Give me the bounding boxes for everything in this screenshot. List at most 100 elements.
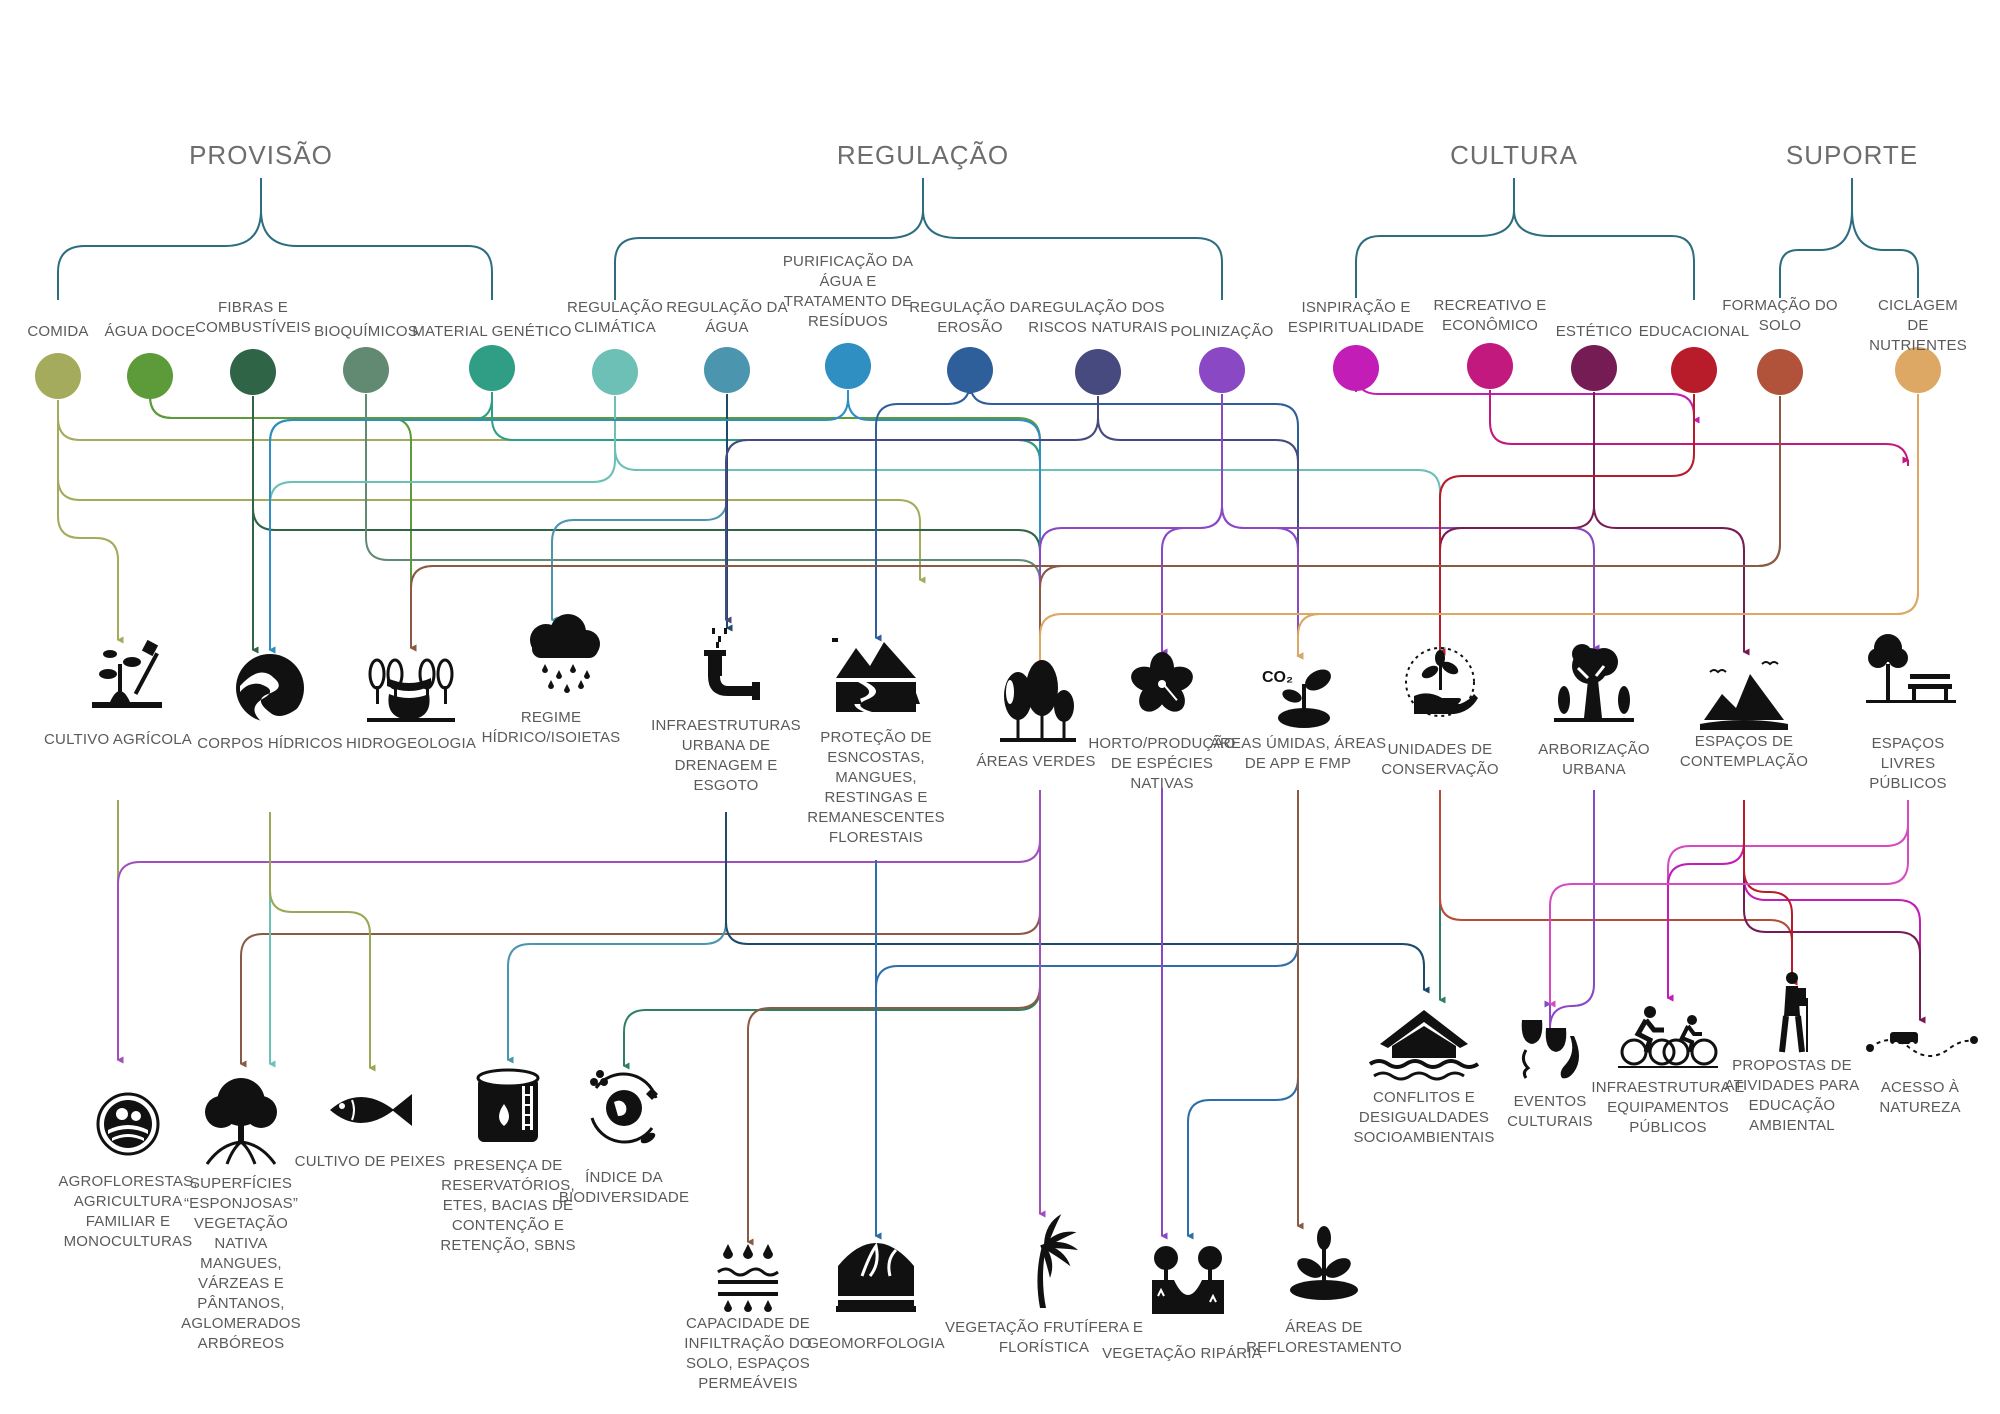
- bracket-regulacao: [614, 178, 1223, 300]
- connector-line: [874, 790, 1299, 1240]
- connector-line: [57, 400, 124, 644]
- connector-line: [1489, 390, 1910, 467]
- service-dot-comida: [35, 353, 81, 399]
- service-dot-polinizacao: [1199, 347, 1245, 393]
- service-dot-formacao_solo: [1757, 349, 1803, 395]
- service-dot-inspiracao: [1333, 345, 1379, 391]
- riparian-icon: [1152, 1246, 1224, 1314]
- service-dot-reg_erosao: [947, 347, 993, 393]
- farm-badge-icon: [96, 1092, 160, 1156]
- connector-line: [149, 395, 417, 652]
- service-label-educacional: EDUCACIONAL: [1638, 323, 1750, 340]
- connector-line: [1743, 800, 1798, 986]
- trees-icon: [1000, 660, 1076, 742]
- outcome-label-geomorfologia: GEOMORFOLOGIA: [807, 1335, 945, 1352]
- middle-label-horto: HORTO/PRODUÇÃO DE ESPÉCIES NATIVAS: [1088, 735, 1236, 792]
- category-regulacao: REGULAÇÃO: [836, 140, 1010, 170]
- connector-line: [1438, 394, 1695, 656]
- connector-line: [268, 392, 493, 654]
- mangrove-icon: [205, 1078, 277, 1165]
- bracket-suporte: [1779, 178, 1919, 298]
- outcome-label-reflorestamento: ÁREAS DE REFLORESTAMENTO: [1246, 1319, 1402, 1356]
- connector-line: [1221, 394, 1304, 660]
- drain-pipe-icon: [704, 628, 760, 700]
- outcome-label-peixes: CULTIVO DE PEIXES: [294, 1153, 446, 1170]
- cyclists-icon: [1618, 1006, 1718, 1068]
- bracket-cultura: [1355, 178, 1695, 300]
- service-dot-reg_riscos: [1075, 349, 1121, 395]
- service-dot-estetico: [1571, 345, 1617, 391]
- hand-plant-icon: [1405, 647, 1478, 717]
- outcome-label-biodiversidade: ÍNDICE DA BIODIVERSIDADE: [558, 1169, 690, 1206]
- connector-line: [1097, 396, 1304, 660]
- middle-label-contemplacao: ESPAÇOS DE CONTEMPLAÇÃO: [1679, 733, 1809, 770]
- connector-line: [239, 790, 1041, 1068]
- co2-plant-icon: CO₂: [1262, 669, 1331, 728]
- connector-line: [409, 396, 1781, 652]
- middle-label-corpos: CORPOS HÍDRICOS: [197, 735, 343, 752]
- service-label-fibras: FIBRAS E COMBUSTÍVEIS: [195, 299, 311, 336]
- outcome-label-superficies: SUPERFÍCIES “ESPONJOSAS” VEGETAÇÃO NATIV…: [181, 1175, 301, 1352]
- connector-line: [1221, 394, 1600, 652]
- middle-label-arborizacao: ARBORIZAÇÃO URBANA: [1538, 741, 1650, 778]
- outcome-label-infiltracao: CAPACIDADE DE INFILTRAÇÃO DO SOLO, ESPAÇ…: [684, 1315, 812, 1392]
- middle-label-cultivo: CULTIVO AGRÍCOLA: [44, 731, 192, 748]
- service-dot-recreativo: [1467, 343, 1513, 389]
- middle-label-protecao: PROTEÇÃO DE ESNCOSTAS, MANGUES, RESTINGA…: [807, 729, 945, 846]
- service-label-purificacao: PURIFICAÇÃO DA ÁGUA E TRATAMENTO DE RESÍ…: [782, 253, 914, 330]
- palm-tree-icon: [1037, 1214, 1078, 1308]
- rain-cloud-icon: [530, 614, 600, 693]
- flooded-house-icon: [1368, 1010, 1480, 1081]
- category-provisao: PROVISÃO: [189, 140, 333, 170]
- outcome-label-reservatorios: PRESENÇA DE RESERVATÓRIOS, ETES, BACIAS …: [440, 1157, 576, 1254]
- service-label-bioquimicos: BIOQUÍMICOS: [314, 323, 418, 340]
- connector-line: [1038, 394, 1919, 668]
- service-label-formacao-solo: FORMAÇÃO DO SOLO: [1722, 297, 1838, 334]
- connector-line: [1038, 394, 1223, 668]
- theater-music-icon: [1521, 1020, 1579, 1079]
- service-dot-educacional: [1671, 347, 1717, 393]
- co2-glyph: CO₂: [1262, 669, 1293, 686]
- city-tree-icon: [1554, 644, 1634, 722]
- connector-line: [268, 396, 616, 654]
- category-cultura: CULTURA: [1450, 140, 1578, 170]
- connector-line: [1038, 396, 1781, 668]
- connector-line: [57, 400, 926, 584]
- connector-line: [365, 394, 1046, 668]
- middle-label-livres: ESPAÇOS LIVRES PÚBLICOS: [1869, 735, 1947, 792]
- connector-line: [746, 790, 1041, 1246]
- service-dot-purificacao: [825, 343, 871, 389]
- middle-label-regime: REGIME HÍDRICO/ISOIETAS: [481, 709, 621, 746]
- hibiscus-icon: [1131, 652, 1193, 712]
- fish-icon: [330, 1094, 412, 1126]
- landscape-icon: [1700, 661, 1788, 730]
- connector-line: [1666, 800, 1745, 1002]
- connector-line: [116, 790, 1041, 1064]
- service-label-material-genetico: MATERIAL GENÉTICO: [412, 323, 572, 340]
- aquifer-icon: [367, 658, 455, 722]
- service-label-reg-agua: REGULAÇÃO DA ÁGUA: [666, 299, 788, 336]
- outcome-label-infra-publica: INFRAESTRUTURA E EQUIPAMENTOS PÚBLICOS: [1591, 1079, 1745, 1136]
- mountain-river-icon: [832, 638, 920, 712]
- category-suporte: SUPORTE: [1785, 140, 1919, 170]
- service-label-ciclagem: CICLAGEM DE NUTRIENTES: [1869, 297, 1967, 354]
- outcome-label-frutifera: VEGETAÇÃO FRUTÍFERA E FLORÍSTICA: [944, 1319, 1144, 1356]
- connector-line: [268, 390, 849, 654]
- seedling-icon: [1290, 1226, 1358, 1300]
- outcome-label-propostas: PROPOSTAS DE ATIVIDADES PARA EDUCAÇÃO AM…: [1724, 1057, 1860, 1134]
- geomorphology-icon: [836, 1242, 916, 1312]
- service-dot-fibras: [230, 349, 276, 395]
- outcome-label-agroflorestas: AGROFLORESTAS, AGRICULTURA FAMILIAR E MO…: [58, 1173, 198, 1250]
- bus-route-icon: [1866, 1032, 1978, 1057]
- connector-line: [1548, 800, 1909, 1008]
- connector-line: [724, 396, 1099, 624]
- middle-label-umidas: ÁREAS ÚMIDAS, ÁREAS DE APP E FMP: [1209, 735, 1387, 772]
- service-dot-reg_climatica: [592, 349, 638, 395]
- infiltration-icon: [717, 1244, 779, 1312]
- middle-label-unidades: UNIDADES DE CONSERVAÇÃO: [1381, 741, 1499, 778]
- connector-line: [1355, 371, 1700, 424]
- service-label-reg-riscos: REGULAÇÃO DOS RISCOS NATURAIS: [1028, 299, 1168, 336]
- service-dot-reg_agua: [704, 347, 750, 393]
- service-label-reg-climatica: REGULAÇÃO CLIMÁTICA: [567, 299, 663, 336]
